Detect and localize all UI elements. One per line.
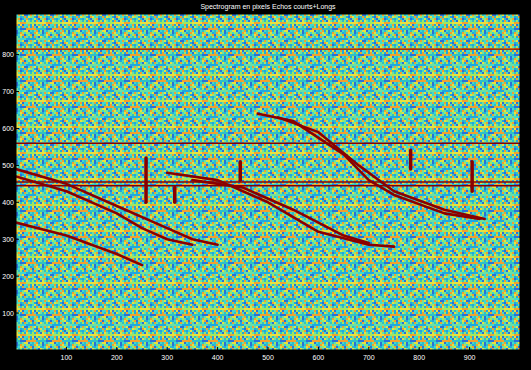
x-tick-label: 500: [262, 354, 274, 361]
x-tick: [268, 347, 269, 350]
trace: [16, 176, 192, 244]
trace: [278, 117, 485, 219]
y-tick-label: 600: [2, 125, 14, 132]
trace: [16, 185, 520, 186]
trace: [16, 48, 520, 49]
trace: [16, 181, 520, 182]
y-tick: [16, 239, 19, 240]
y-tick: [16, 128, 19, 129]
y-tick: [16, 54, 19, 55]
y-tick: [16, 313, 19, 314]
trace: [239, 162, 243, 180]
x-tick-label: 800: [413, 354, 425, 361]
y-tick-label: 200: [2, 273, 14, 280]
trace: [16, 143, 520, 144]
x-tick-label: 200: [111, 354, 123, 361]
x-tick: [469, 347, 470, 350]
y-tick: [16, 202, 19, 203]
x-tick: [66, 347, 67, 350]
chart: 100 200 300 400 500 600 700 800 900 100 200 300 400 5…: [0, 0, 531, 370]
x-tick-label: 600: [313, 354, 325, 361]
y-tick-label: 400: [2, 199, 14, 206]
trace: [16, 169, 218, 245]
y-tick: [16, 276, 19, 277]
title: Spectrogram en pixels Echos courts+Longs: [200, 3, 336, 11]
x-tick: [217, 347, 218, 350]
x-tick-label: 400: [212, 354, 224, 361]
x-tick-label: 900: [464, 354, 476, 361]
background: [0, 0, 531, 370]
plot-background: [16, 14, 520, 350]
trace: [409, 151, 413, 169]
x-tick: [116, 347, 117, 350]
x-tick-label: 300: [161, 354, 173, 361]
x-tick-label: 100: [61, 354, 73, 361]
trace: [258, 114, 480, 219]
traces: [16, 49, 520, 265]
trace: [16, 223, 142, 265]
y-tick-label: 500: [2, 162, 14, 169]
y-tick-label: 700: [2, 88, 14, 95]
y-tick-label: 800: [2, 51, 14, 58]
y-tick: [16, 165, 19, 166]
x-tick: [368, 347, 369, 350]
trace: [144, 158, 148, 202]
x-tick-label: 700: [363, 354, 375, 361]
x-tick: [419, 347, 420, 350]
trace: [173, 188, 177, 203]
y-tick-label: 100: [2, 310, 14, 317]
trace: [470, 162, 474, 192]
y-tick: [16, 91, 19, 92]
trace: [167, 173, 394, 247]
frame: [16, 14, 520, 350]
x-tick: [318, 347, 319, 350]
y-tick-label: 300: [2, 236, 14, 243]
trace: [192, 180, 368, 243]
x-tick: [167, 347, 168, 350]
